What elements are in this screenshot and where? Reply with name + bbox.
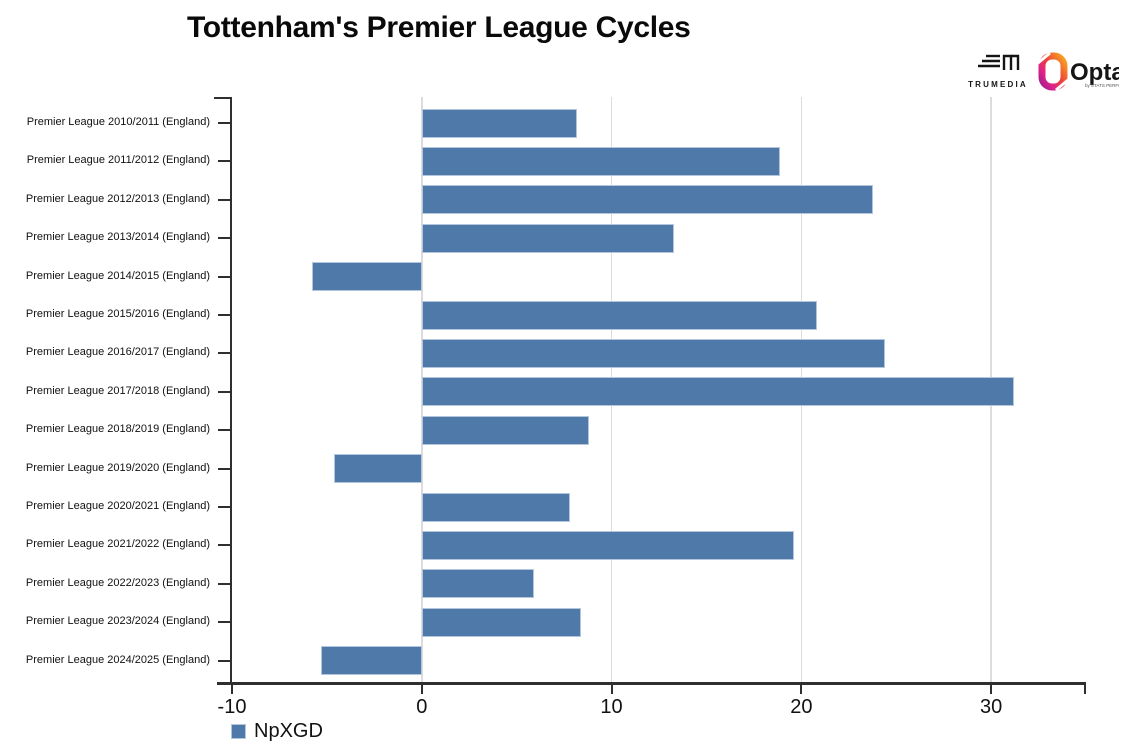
trumedia-logo: TRUMEDIA <box>963 50 1033 89</box>
x-tick <box>231 685 233 694</box>
row-label: Premier League 2022/2023 (England) <box>25 576 210 589</box>
x-tick <box>610 685 613 694</box>
row-label: Premier League 2017/2018 (England) <box>25 384 210 397</box>
y-tick <box>218 160 232 163</box>
opta-subtext: by STATS PERFORM <box>1085 83 1119 88</box>
x-tick-label: 30 <box>979 696 1003 718</box>
row-label: Premier League 2013/2014 (England) <box>25 231 210 244</box>
legend: NpXGD <box>231 720 323 743</box>
bar-Premier League 2018/2019 (England) <box>421 415 589 445</box>
y-tick <box>218 544 232 547</box>
opta-wordmark: Opta <box>1070 59 1119 86</box>
opta-icon: Opta by STATS PERFORM <box>1037 51 1124 92</box>
trumedia-icon <box>978 54 1020 70</box>
x-tick-label: 0 <box>416 696 428 718</box>
row-label: Premier League 2018/2019 (England) <box>25 423 210 436</box>
row-label: Premier League 2020/2021 (England) <box>25 500 210 512</box>
bar-Premier League 2022/2023 (England) <box>421 569 534 599</box>
x-tick <box>800 685 803 694</box>
y-tick <box>218 122 232 124</box>
row-label: Premier League 2023/2024 (England) <box>25 615 210 628</box>
y-tick <box>218 621 232 624</box>
bar-Premier League 2015/2016 (England) <box>421 300 817 330</box>
x-axis-end-tick <box>1084 685 1086 694</box>
bar-Premier League 2021/2022 (England) <box>421 530 794 560</box>
bar-Premier League 2011/2012 (England) <box>421 146 781 176</box>
y-axis-end-tick <box>214 97 232 99</box>
row-label: Premier League 2024/2025 (England) <box>25 653 210 666</box>
y-tick <box>218 275 232 278</box>
bar-Premier League 2017/2018 (England) <box>421 377 1014 407</box>
chart-title: Tottenham's Premier League Cycles <box>187 11 691 44</box>
x-tick-label: 10 <box>600 696 623 718</box>
bar-Premier League 2010/2011 (England) <box>421 108 578 138</box>
y-tick <box>218 429 232 432</box>
bar-Premier League 2013/2014 (England) <box>421 223 675 253</box>
row-label: Premier League 2021/2022 (England) <box>25 538 210 551</box>
legend-swatch <box>231 724 246 739</box>
x-tick <box>420 685 423 694</box>
row-label: Premier League 2011/2012 (England) <box>26 154 210 167</box>
y-tick <box>218 467 232 470</box>
y-tick <box>218 582 232 585</box>
bar-Premier League 2023/2024 (England) <box>421 607 582 637</box>
bar-Premier League 2014/2015 (England) <box>311 262 422 292</box>
row-label: Premier League 2016/2017 (England) <box>25 346 210 359</box>
y-tick <box>218 506 232 508</box>
x-tick-label: -10 <box>217 696 247 718</box>
y-tick <box>218 352 232 355</box>
y-tick <box>218 314 232 316</box>
y-tick <box>218 390 232 393</box>
x-tick-label: 20 <box>790 696 813 718</box>
y-tick <box>218 237 232 240</box>
y-axis-line <box>230 97 232 683</box>
row-label: Premier League 2010/2011 (England) <box>26 116 210 128</box>
legend-label: NpXGD <box>254 720 323 742</box>
opta-logo: Opta by STATS PERFORM <box>1037 51 1124 97</box>
y-tick <box>218 659 232 662</box>
row-label: Premier League 2015/2016 (England) <box>25 308 210 320</box>
y-tick <box>218 198 232 201</box>
row-label: Premier League 2012/2013 (England) <box>25 192 210 205</box>
row-label: Premier League 2019/2020 (England) <box>25 461 210 474</box>
bar-Premier League 2016/2017 (England) <box>421 338 885 368</box>
bar-Premier League 2012/2013 (England) <box>421 185 874 215</box>
trumedia-wordmark: TRUMEDIA <box>968 80 1028 89</box>
plot-area <box>214 97 1086 683</box>
x-axis-line <box>217 682 1086 685</box>
bar-Premier League 2024/2025 (England) <box>321 646 422 676</box>
x-tick <box>990 685 993 694</box>
bar-Premier League 2019/2020 (England) <box>334 454 422 484</box>
bar-Premier League 2020/2021 (England) <box>421 492 570 522</box>
row-label: Premier League 2014/2015 (England) <box>25 269 210 282</box>
